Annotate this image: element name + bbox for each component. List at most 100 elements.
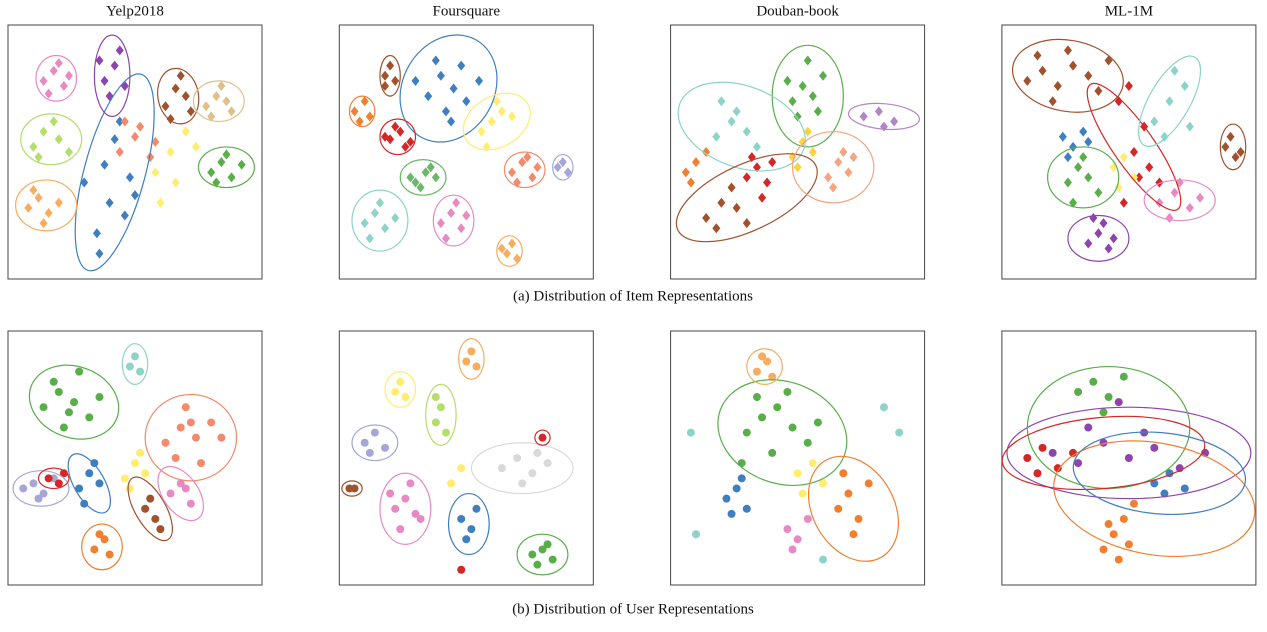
point	[207, 167, 216, 178]
point	[1221, 141, 1230, 152]
point	[457, 464, 466, 473]
point	[472, 362, 481, 371]
point	[1069, 141, 1078, 152]
point	[105, 550, 114, 559]
point	[381, 223, 390, 234]
point	[768, 372, 777, 381]
point	[1094, 228, 1103, 239]
point	[90, 545, 99, 554]
point	[558, 157, 567, 168]
plot-frame	[670, 24, 926, 280]
point	[85, 413, 94, 422]
point	[1053, 464, 1062, 473]
cluster-ellipse	[791, 131, 875, 204]
point	[737, 459, 746, 468]
cluster-ellipse	[534, 429, 551, 446]
point	[768, 448, 777, 457]
point	[401, 494, 410, 503]
point	[49, 65, 58, 76]
point	[752, 162, 761, 173]
point	[100, 75, 109, 86]
point	[1048, 96, 1057, 107]
point	[864, 479, 873, 488]
point	[181, 484, 190, 493]
cluster-ellipse	[503, 151, 546, 189]
point	[879, 403, 888, 412]
point	[808, 147, 817, 157]
point	[396, 525, 405, 534]
point	[452, 197, 461, 208]
point	[497, 243, 506, 254]
point	[381, 443, 390, 452]
point	[1119, 152, 1128, 163]
cluster-ellipse	[28, 364, 120, 440]
point	[59, 469, 68, 478]
cluster-ellipse	[552, 153, 574, 181]
point	[207, 111, 216, 122]
cluster-ellipse	[1067, 214, 1130, 262]
point	[207, 418, 216, 427]
point	[441, 428, 450, 437]
point	[497, 464, 506, 473]
point	[513, 454, 522, 462]
point	[406, 172, 415, 183]
point	[431, 418, 440, 427]
point	[1104, 520, 1113, 529]
point	[29, 141, 38, 152]
point	[166, 489, 175, 498]
point	[758, 352, 767, 361]
point	[717, 96, 726, 107]
cluster-ellipse	[351, 424, 399, 462]
point	[1089, 377, 1098, 386]
cluster-ellipse	[399, 159, 447, 196]
point	[197, 459, 206, 468]
point	[447, 116, 456, 127]
point	[44, 88, 53, 99]
point	[375, 197, 384, 208]
point	[34, 152, 43, 163]
point	[131, 190, 139, 201]
point	[890, 116, 899, 127]
point	[1170, 187, 1179, 198]
point	[813, 106, 822, 117]
point	[1084, 136, 1093, 147]
point	[39, 218, 48, 229]
point	[1129, 172, 1138, 183]
cluster-ellipse	[37, 467, 70, 490]
point	[391, 121, 400, 132]
point	[80, 499, 89, 508]
point	[1033, 469, 1042, 478]
cluster-ellipse	[1053, 440, 1256, 558]
point	[75, 484, 84, 493]
plot-frame	[7, 24, 263, 280]
cluster-ellipse	[746, 348, 783, 385]
point	[763, 357, 772, 366]
point	[100, 535, 109, 544]
point	[222, 149, 231, 160]
point	[839, 469, 848, 478]
point	[391, 504, 400, 513]
point	[381, 70, 390, 81]
point	[191, 433, 200, 442]
cluster-ellipse	[121, 343, 149, 385]
point	[1079, 152, 1088, 163]
point	[457, 223, 466, 234]
point	[360, 218, 369, 229]
point	[186, 418, 195, 427]
point	[819, 555, 827, 564]
point	[151, 136, 160, 147]
point	[54, 58, 63, 69]
point	[819, 70, 827, 81]
point	[528, 172, 537, 183]
point	[181, 403, 190, 412]
point	[95, 393, 104, 402]
point	[477, 126, 486, 137]
point	[381, 80, 390, 91]
point	[1038, 443, 1047, 452]
point	[457, 565, 466, 574]
point	[742, 504, 751, 513]
point	[95, 479, 104, 488]
cluster-ellipse	[35, 54, 78, 102]
point	[492, 96, 501, 107]
cluster-ellipse	[67, 453, 112, 514]
